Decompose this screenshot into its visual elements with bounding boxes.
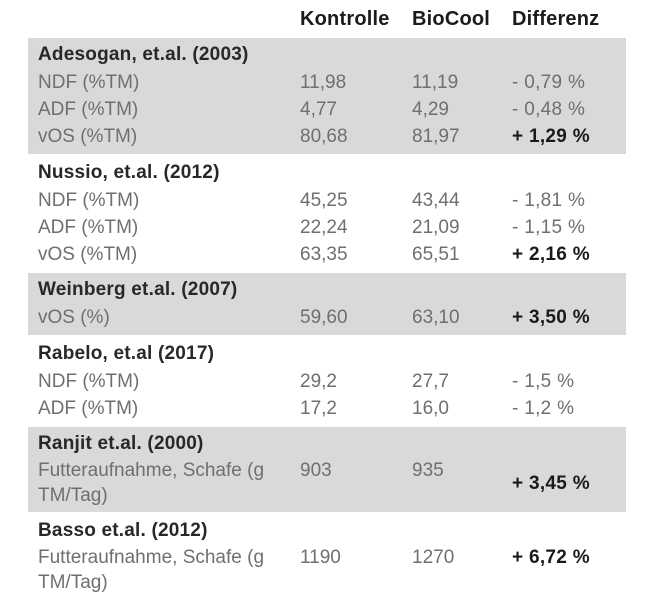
- row-label: vOS (%TM): [38, 126, 138, 147]
- column-header-biocool: BioCool: [412, 8, 491, 30]
- biocool-value: 65,51: [412, 244, 460, 265]
- biocool-value: 21,09: [412, 217, 460, 238]
- kontrolle-value: 80,68: [300, 126, 348, 147]
- row-label: Futteraufnahme, Schafe (g TM/Tag): [38, 547, 265, 593]
- kontrolle-value: 59,60: [300, 307, 348, 328]
- kontrolle-value: 903: [300, 460, 332, 481]
- row-label: ADF (%TM): [38, 398, 139, 419]
- section-title: Ranjit et.al. (2000): [38, 433, 204, 454]
- differenz-value: + 6,72 %: [512, 547, 590, 568]
- table-row: NDF (%TM) 11,98 11,19 - 0,79 %: [28, 69, 626, 96]
- row-label: vOS (%TM): [38, 244, 138, 265]
- differenz-value: - 1,81 %: [512, 190, 586, 211]
- kontrolle-value: 45,25: [300, 190, 348, 211]
- biocool-value: 43,44: [412, 190, 460, 211]
- row-label: ADF (%TM): [38, 99, 139, 120]
- study-section: Ranjit et.al. (2000) Futteraufnahme, Scha…: [28, 427, 626, 512]
- biocool-value: 935: [412, 460, 444, 481]
- kontrolle-value: 17,2: [300, 398, 337, 419]
- table-row: ADF (%TM) 22,24 21,09 - 1,15 %: [28, 214, 626, 241]
- differenz-value: - 0,48 %: [512, 99, 586, 120]
- row-label: vOS (%): [38, 307, 110, 328]
- differenz-value: - 1,15 %: [512, 217, 586, 238]
- table-row: NDF (%TM) 45,25 43,44 - 1,81 %: [28, 187, 626, 214]
- differenz-value: + 1,29 %: [512, 126, 590, 147]
- kontrolle-value: 1190: [300, 547, 341, 568]
- differenz-value: + 3,45 %: [512, 472, 590, 494]
- biocool-value: 1270: [412, 547, 455, 568]
- study-section: Rabelo, et.al (2017) NDF (%TM) 29,2 27,7 - 1…: [28, 340, 626, 422]
- biocool-value: 81,97: [412, 126, 460, 147]
- section-title: Nussio, et.al. (2012): [38, 162, 220, 183]
- biocool-value: 4,29: [412, 99, 449, 120]
- table-header-row: Kontrolle BioCool Differenz: [28, 4, 626, 34]
- table-row: ADF (%TM) 4,77 4,29 - 0,48 %: [28, 96, 626, 123]
- table-row: Futteraufnahme, Schafe (g TM/Tag) 903 935 +…: [28, 458, 626, 508]
- differenz-value: + 2,16 %: [512, 244, 590, 265]
- differenz-value: + 3,50 %: [512, 307, 590, 328]
- table-row: NDF (%TM) 29,2 27,7 - 1,5 %: [28, 368, 626, 395]
- section-title: Weinberg et.al. (2007): [38, 279, 238, 300]
- kontrolle-value: 22,24: [300, 217, 348, 238]
- differenz-value: - 1,2 %: [512, 398, 575, 419]
- table-row: Futteraufnahme, Schafe (g TM/Tag) 1190 127…: [28, 545, 626, 595]
- biocool-value: 27,7: [412, 371, 449, 392]
- column-header-kontrolle: Kontrolle: [300, 8, 390, 30]
- kontrolle-value: 63,35: [300, 244, 348, 265]
- kontrolle-value: 4,77: [300, 99, 337, 120]
- table-sections: Adesogan, et.al. (2003) NDF (%TM) 11,98 11,…: [28, 38, 626, 595]
- column-header-differenz: Differenz: [512, 8, 600, 30]
- section-title: Basso et.al. (2012): [38, 520, 208, 541]
- section-title: Adesogan, et.al. (2003): [38, 44, 249, 65]
- row-label: NDF (%TM): [38, 371, 140, 392]
- study-section: Adesogan, et.al. (2003) NDF (%TM) 11,98 11,…: [28, 38, 626, 154]
- section-title: Rabelo, et.al (2017): [38, 343, 215, 364]
- table-row: vOS (%TM) 80,68 81,97 + 1,29 %: [28, 123, 626, 150]
- results-table: Kontrolle BioCool Differenz Adesogan, et…: [28, 4, 626, 600]
- biocool-value: 63,10: [412, 307, 460, 328]
- table-row: vOS (%TM) 63,35 65,51 + 2,16 %: [28, 241, 626, 268]
- study-section: Nussio, et.al. (2012) NDF (%TM) 45,25 43,44…: [28, 159, 626, 268]
- kontrolle-value: 29,2: [300, 371, 337, 392]
- table-row: vOS (%) 59,60 63,10 + 3,50 %: [28, 304, 626, 331]
- differenz-value: - 0,79 %: [512, 72, 586, 93]
- row-label: ADF (%TM): [38, 217, 139, 238]
- differenz-value: - 1,5 %: [512, 371, 575, 392]
- biocool-value: 16,0: [412, 398, 449, 419]
- kontrolle-value: 11,98: [300, 72, 347, 93]
- header-spacer: [28, 4, 300, 34]
- study-section: Basso et.al. (2012) Futteraufnahme, Schaf…: [28, 517, 626, 595]
- row-label: Futteraufnahme, Schafe (g TM/Tag): [38, 460, 265, 506]
- row-label: NDF (%TM): [38, 190, 140, 211]
- row-label: NDF (%TM): [38, 72, 140, 93]
- table-row: ADF (%TM) 17,2 16,0 - 1,2 %: [28, 395, 626, 422]
- study-section: Weinberg et.al. (2007) vOS (%) 59,60 63,10 +…: [28, 273, 626, 335]
- biocool-value: 11,19: [412, 72, 459, 93]
